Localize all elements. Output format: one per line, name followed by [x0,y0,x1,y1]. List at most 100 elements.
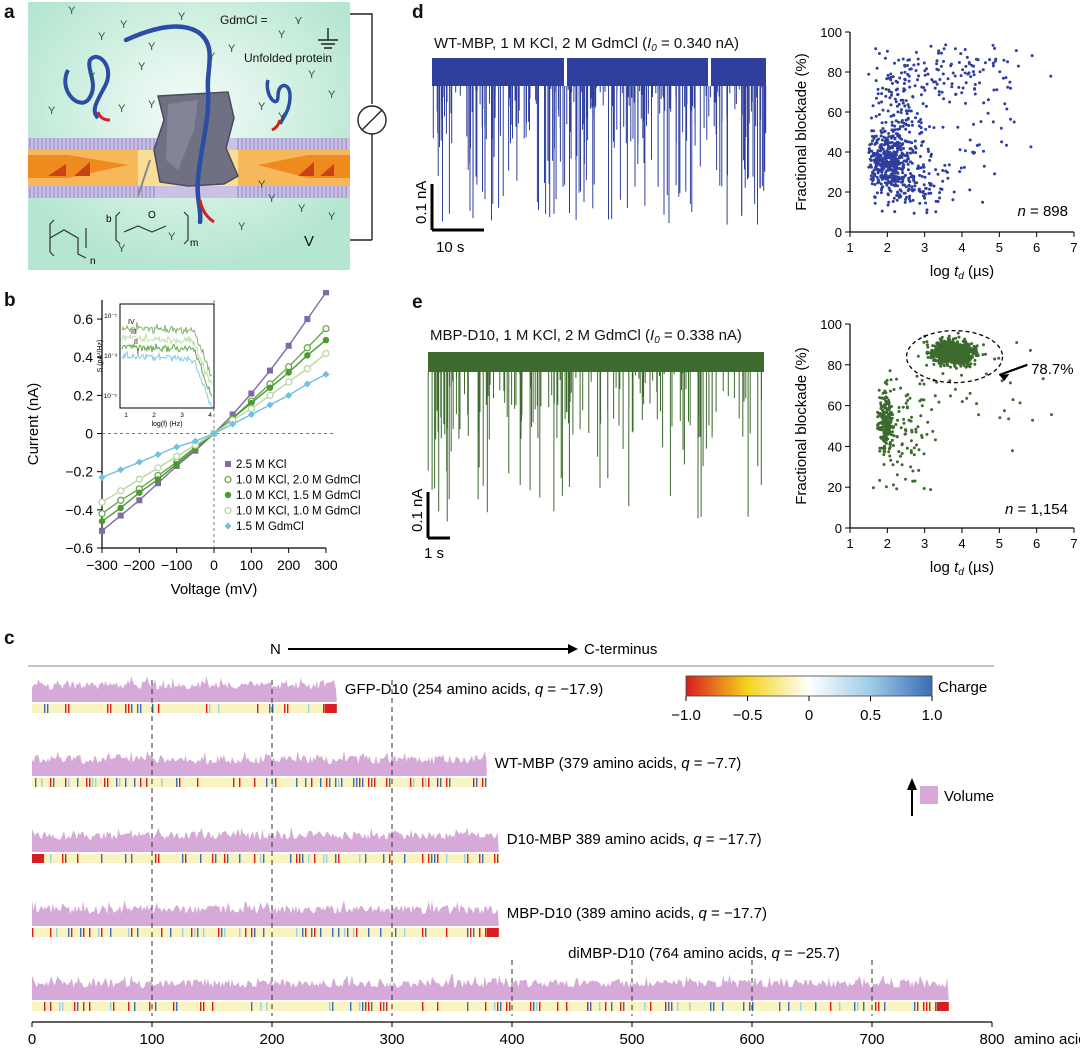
scatter-point [973,358,977,362]
scatter-point [891,134,895,138]
scatter-point [982,149,985,153]
scatter-point [954,336,958,340]
gdmcl-molecule-icon: Y [168,231,176,243]
track-label: D10-MBP 389 amino acids, q = −17.7) [507,831,762,848]
b-inset-y-tick: 10⁻¹ [104,313,118,320]
b-data-point [99,527,105,534]
b-data-point [322,336,330,344]
scatter-point [891,413,895,417]
scatter-point [919,126,923,130]
scatter-point [880,188,883,192]
scatter-point [965,357,969,361]
scatter-point [961,360,965,364]
scatter-point [887,88,891,92]
scatter-point [896,191,900,195]
scatter-point [920,436,924,439]
scatter-point [892,150,896,154]
scatter-x-tick-label: 6 [1033,240,1040,255]
scatter-point [885,149,889,153]
scatter-point [971,350,975,354]
scatter-point [935,353,938,357]
gdmcl-legend: GdmCl = [220,13,268,27]
scatter-point [924,186,928,190]
b-data-point [304,352,311,359]
scatter-point [904,432,908,436]
scatter-point [965,396,969,400]
scatter-point [967,62,971,66]
scatter-point [936,172,940,176]
scatter-y-tick-label: 100 [820,25,842,40]
scatter-point [940,345,944,349]
scatter-point [977,413,981,417]
scatter-point [931,344,935,348]
b-y-tick-label: 0.2 [74,387,94,403]
scatter-point [928,125,931,129]
scatter-point [914,427,918,431]
scatter-point [912,63,916,67]
scatter-x-tick-label: 2 [884,536,891,551]
scatter-point [883,56,887,60]
scatter-point [870,165,873,169]
scatter-point [993,172,997,176]
scatter-point [960,91,964,95]
scatter-x-tick-label: 7 [1070,240,1077,255]
scatter-point [892,196,896,200]
scatter-point [904,99,908,103]
sequence-track: D10-MBP 389 amino acids, q = −17.7) [32,826,762,863]
scatter-point [882,165,886,169]
scatter-point [939,187,943,191]
scatter-point [884,141,888,145]
scatter-point [942,47,946,51]
scatter-point [893,124,897,128]
scatter-point [907,79,911,83]
scatter-point [914,151,918,155]
scatter-point [893,128,897,132]
scatter-x-tick-label: 5 [996,240,1003,255]
scatter-point [886,425,890,428]
panel-label-a: a [4,2,15,23]
scatter-point [916,62,920,66]
scatter-point [909,109,913,113]
scatter-point [883,157,887,161]
scatter-point [899,454,902,458]
scatter-point [991,61,995,65]
scatter-point [873,195,877,199]
scatter-point [947,334,951,338]
scatter-point [959,166,963,170]
scatter-point [901,177,905,181]
scatter-point [871,151,875,155]
scatter-x-axis-label: log td (µs) [930,559,994,578]
scatter-point [943,341,946,345]
scatter-point [906,399,910,402]
scatter-point [945,170,949,174]
scatter-point [923,175,927,179]
scatter-point [909,172,912,176]
scatter-point [936,68,940,72]
scatter-point [982,164,986,168]
scatter-point [917,188,921,192]
reference-lines [151,680,873,1016]
scatter-point [964,64,968,68]
scatter-point [1028,348,1032,352]
scatter-point [932,363,936,366]
scatter-point [878,478,882,482]
scatter-point [1011,398,1015,402]
gdmcl-molecule-icon: Y [308,69,316,81]
scatter-point [941,179,945,183]
scatter-point [949,357,953,361]
trace-e-scalebar [426,492,450,540]
scatter-point [946,342,949,346]
scatter-point [1003,102,1007,106]
scatter-point [907,184,911,187]
scatter-x-tick-label: 3 [921,240,928,255]
scatter-y-tick-label: 0 [835,225,842,240]
scatter-point [937,49,941,53]
gdmcl-molecule-icon: Y [268,193,276,205]
scatter-point [885,183,889,187]
scatter-point [1000,379,1004,383]
scatter-point [897,102,901,106]
scatter-point [995,88,999,92]
scatter-point [966,349,970,353]
b-y-tick-label: 0 [85,426,93,442]
scatter-point [882,463,886,466]
